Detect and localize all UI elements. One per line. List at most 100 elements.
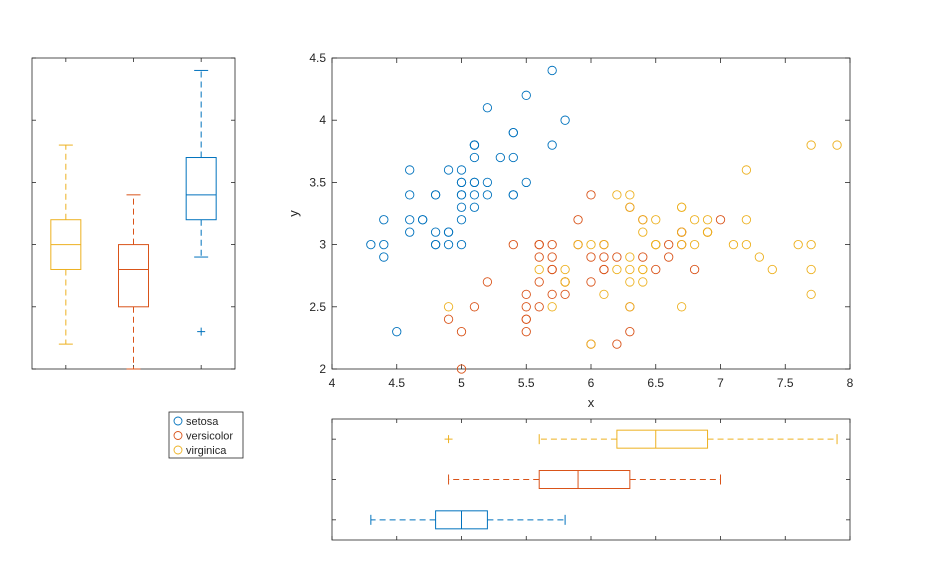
legend-marker-versicolor (173, 431, 183, 440)
scatter-point-versicolor (534, 252, 544, 262)
x-tick-label: 5.5 (518, 376, 535, 390)
scatter-point-setosa (456, 215, 467, 225)
scatter-point-setosa (469, 190, 480, 200)
scatter-point-setosa (443, 165, 454, 175)
y-tick-label: 3.5 (309, 175, 326, 189)
scatter-point-versicolor (573, 215, 583, 225)
scatter-point-versicolor (599, 264, 609, 275)
x-tick-label: 4.5 (388, 376, 405, 390)
scatter-point-virginica (806, 140, 816, 150)
scatter-point-setosa (469, 152, 480, 163)
scatter-point-setosa (521, 90, 531, 100)
y-box-setosa (185, 69, 217, 336)
scatter-point-setosa (521, 177, 531, 188)
scatter-point-setosa (405, 215, 415, 225)
scatter-point-setosa (508, 190, 518, 200)
scatter-point-setosa (482, 190, 493, 200)
scatter-point-setosa (547, 65, 557, 76)
scatter-point-setosa (456, 190, 467, 200)
scatter-point-virginica (702, 227, 713, 237)
scatter-point-virginica (599, 239, 609, 250)
legend-frame (168, 411, 244, 459)
scatter-point-setosa (469, 202, 480, 212)
scatter-point-setosa (560, 115, 570, 125)
scatter-point-virginica (599, 289, 609, 300)
scatter-point-setosa (392, 327, 402, 337)
scatter-point-versicolor (547, 239, 557, 250)
scatter-point-setosa (495, 152, 505, 163)
scatter-point-virginica (806, 289, 816, 300)
scatter-point-versicolor (482, 277, 493, 287)
scatter-point-versicolor (521, 302, 531, 312)
box-iqr (538, 470, 631, 489)
scatter-point-setosa (430, 239, 441, 250)
x-tick-label: 5 (458, 376, 465, 390)
scatter-point-virginica (651, 215, 661, 225)
scatter-point-versicolor (534, 302, 544, 312)
x-box-virginica (444, 429, 838, 449)
scatter-point-versicolor (456, 327, 467, 337)
scatter-point-setosa (405, 165, 415, 175)
scatter-point-versicolor (586, 190, 596, 200)
box-iqr (616, 429, 709, 449)
scatter-point-versicolor (521, 289, 531, 300)
x-boxplot-frame (331, 418, 851, 541)
scatter-point-setosa (508, 152, 518, 163)
y-tick-label: 2 (319, 362, 326, 376)
y-boxplot-boxes (50, 69, 217, 370)
scatter-point-versicolor (715, 215, 726, 225)
y-tick-label: 4 (319, 113, 326, 127)
scatter-point-versicolor (586, 252, 596, 262)
y-axis-label: y (286, 210, 301, 217)
scatter-point-setosa (456, 202, 467, 212)
y-tick-label: 3 (319, 238, 326, 252)
scatter-point-versicolor (443, 314, 454, 324)
scatter-point-setosa (379, 215, 389, 225)
scatter-point-versicolor (664, 239, 674, 250)
scatter-point-virginica (741, 239, 752, 250)
y-box-virginica (50, 144, 82, 345)
legend: setosa versicolor virginica (168, 411, 244, 459)
scatter-point-versicolor (625, 327, 635, 337)
scatter-point-setosa (456, 239, 467, 250)
scatter-ticks: 4 4.5 5 5.5 6 6.5 7 7.5 8 2 2.5 3 3.5 4 4.5 (309, 51, 853, 390)
scatter-points (366, 65, 842, 374)
scatter-point-setosa (547, 140, 557, 150)
scatter-point-virginica (625, 202, 635, 212)
y-tick-label: 2.5 (309, 300, 326, 314)
scatter-point-setosa (443, 239, 454, 250)
scatter-plot-frame (331, 57, 851, 370)
scatter-point-virginica (677, 227, 687, 237)
scatter-point-versicolor (612, 339, 622, 349)
scatter-point-virginica (443, 302, 454, 312)
box-iqr (118, 244, 149, 308)
scatter-point-setosa (482, 177, 493, 188)
x-tick-label: 7.5 (777, 376, 794, 390)
y-box-versicolor (118, 194, 149, 370)
x-boxplot-axes (331, 418, 851, 541)
scatter-point-virginica (677, 302, 687, 312)
scatter-point-virginica (625, 302, 635, 312)
scatter-point-virginica (625, 277, 635, 287)
scatter-point-setosa (482, 103, 493, 113)
scatter-point-virginica (689, 239, 700, 250)
scatter-point-versicolor (638, 252, 648, 262)
scatter-point-setosa (379, 239, 389, 250)
scatter-point-versicolor (534, 277, 544, 287)
scatter-point-versicolor (547, 264, 557, 275)
scatter-point-versicolor (521, 314, 531, 324)
scatter-point-setosa (456, 177, 467, 188)
scatter-point-versicolor (534, 239, 544, 250)
scatter-point-setosa (417, 215, 428, 225)
scatter-point-versicolor (547, 252, 557, 262)
outlier-marker (197, 327, 206, 336)
scatter-axes: 4 4.5 5 5.5 6 6.5 7 7.5 8 2 2.5 3 3.5 4 4.5 x y (286, 51, 854, 410)
legend-label-versicolor: versicolor (186, 431, 233, 443)
y-boxplot-axes (31, 57, 236, 370)
x-tick-label: 7 (717, 376, 724, 390)
scatter-point-setosa (379, 252, 389, 262)
scatter-point-virginica (586, 239, 596, 250)
y-tick-label: 4.5 (309, 51, 326, 65)
scatter-point-virginica (547, 302, 557, 312)
x-tick-label: 4 (329, 376, 336, 390)
